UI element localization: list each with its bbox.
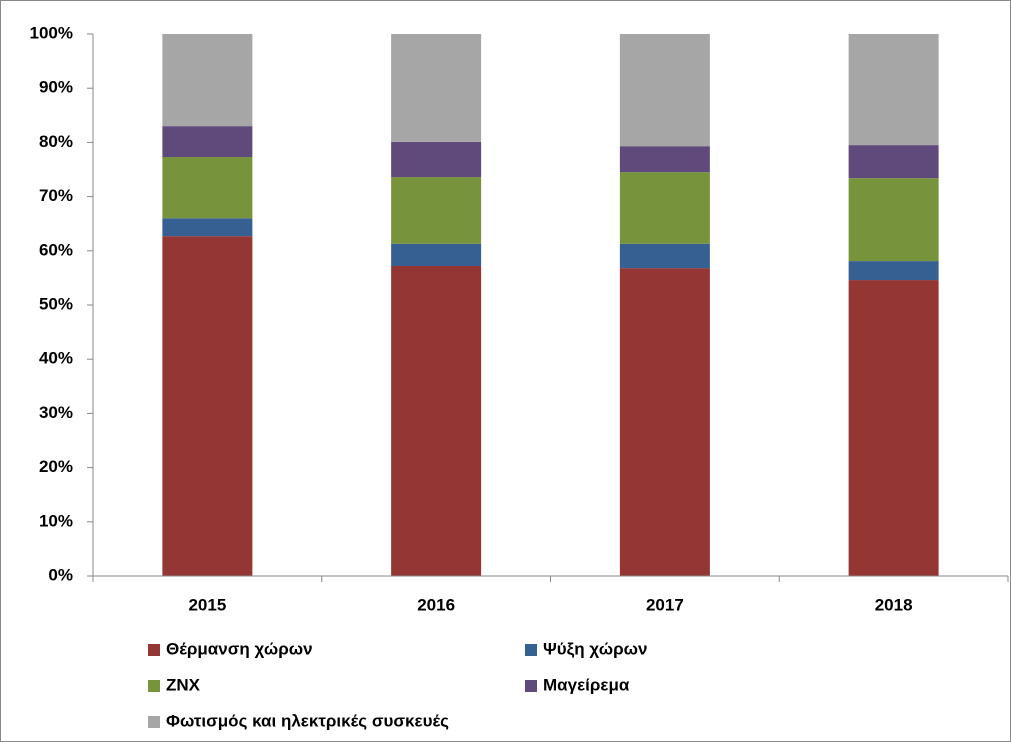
legend-swatch <box>148 680 160 692</box>
bar-segment <box>162 157 253 219</box>
bar-segment <box>619 146 710 173</box>
legend-label: Μαγείρεμα <box>543 675 630 694</box>
y-tick-label: 10% <box>39 511 73 530</box>
legend-swatch <box>525 644 537 656</box>
legend-label: Ψύξη χώρων <box>543 639 647 658</box>
bar-segment <box>619 268 710 576</box>
legend-swatch <box>148 716 160 728</box>
y-tick-label: 20% <box>39 457 73 476</box>
bar-segment <box>848 34 939 146</box>
bar-segment <box>162 126 253 158</box>
bar-segment <box>391 243 482 266</box>
y-tick-label: 100% <box>30 23 73 42</box>
x-tick-label: 2018 <box>875 595 913 614</box>
y-tick-label: 80% <box>39 132 73 151</box>
bar-segment <box>391 141 482 178</box>
y-tick-label: 60% <box>39 240 73 259</box>
legend-label: ZNX <box>166 675 201 694</box>
bar-segment <box>391 34 482 142</box>
y-tick-label: 0% <box>48 565 73 584</box>
bar-segment <box>619 243 710 269</box>
legend-swatch <box>148 644 160 656</box>
y-tick-label: 40% <box>39 349 73 368</box>
bar-segment <box>162 236 253 576</box>
legend-label: Φωτισμός και ηλεκτρικές συσκευές <box>166 711 449 730</box>
x-tick-label: 2016 <box>417 595 455 614</box>
bar-segment <box>848 145 939 179</box>
y-tick-label: 30% <box>39 403 73 422</box>
y-tick-label: 90% <box>39 78 73 97</box>
x-tick-label: 2015 <box>188 595 226 614</box>
y-tick-label: 70% <box>39 186 73 205</box>
y-tick-label: 50% <box>39 294 73 313</box>
bar-segment <box>619 34 710 147</box>
bar-segment <box>848 280 939 576</box>
bar-segment <box>848 261 939 281</box>
bar-segment <box>162 34 253 127</box>
bar-segment <box>162 218 253 237</box>
legend-label: Θέρμανση χώρων <box>166 639 313 658</box>
x-tick-label: 2017 <box>646 595 684 614</box>
legend-swatch <box>525 680 537 692</box>
bar-segment <box>848 178 939 262</box>
bar-segment <box>391 265 482 576</box>
bar-segment <box>619 172 710 244</box>
bar-segment <box>391 177 482 244</box>
